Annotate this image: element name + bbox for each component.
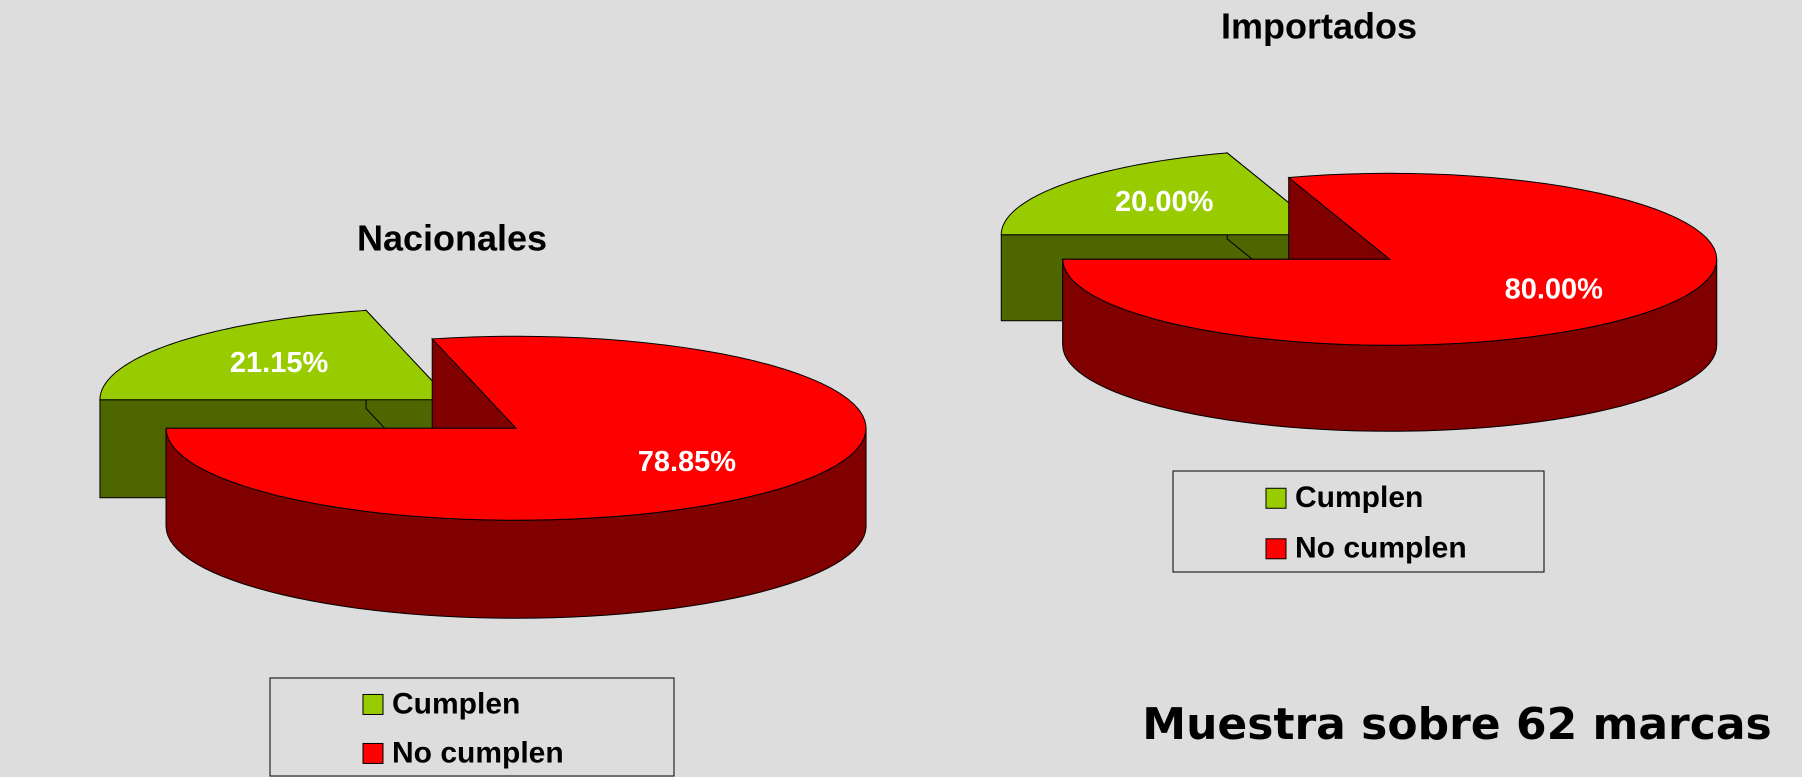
legend-swatch — [1265, 487, 1287, 509]
legend-label: No cumplen — [392, 736, 564, 769]
slice — [1000, 152, 1330, 236]
legend-box — [269, 677, 675, 777]
legend: Cumplen No cumplen — [1172, 470, 1545, 573]
legend-swatch — [362, 693, 384, 715]
legend-label: No cumplen — [1295, 532, 1467, 565]
legend-swatch — [362, 742, 384, 764]
legend-label: Cumplen — [1295, 481, 1423, 514]
legend: Cumplen No cumplen — [269, 677, 675, 777]
legend-label: Cumplen — [392, 687, 520, 720]
data-label: 80.00% — [1505, 273, 1604, 305]
slice — [1062, 172, 1718, 346]
slice — [165, 335, 867, 521]
data-label: 21.15% — [230, 347, 329, 379]
legend-swatch — [1265, 538, 1287, 560]
data-label: 78.85% — [638, 446, 737, 478]
chart-title: Importados — [1221, 6, 1417, 47]
slice — [99, 309, 452, 401]
legend-box — [1172, 470, 1545, 573]
data-label: 20.00% — [1115, 186, 1214, 218]
note: Muestra sobre 62 marcas — [1142, 699, 1771, 750]
chart-title: Nacionales — [357, 218, 547, 259]
